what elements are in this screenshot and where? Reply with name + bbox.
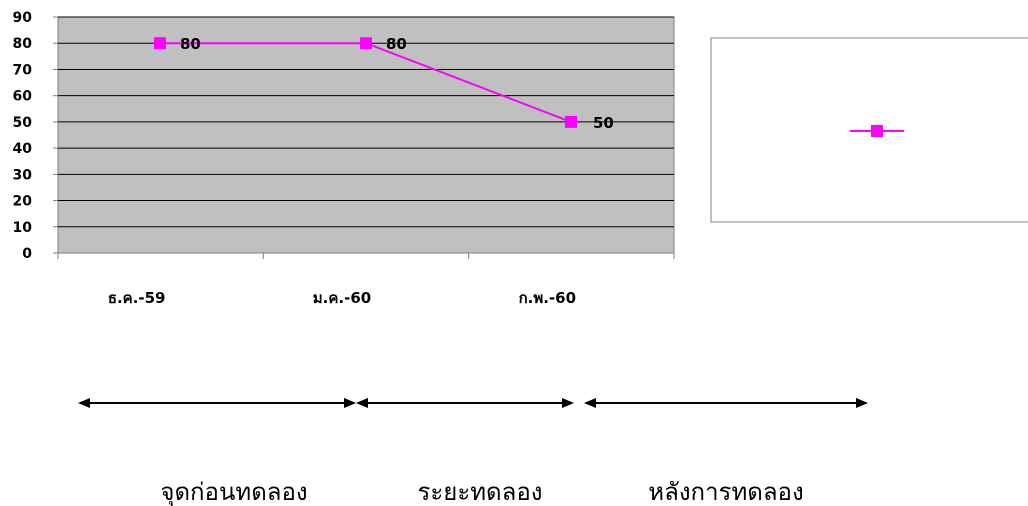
- y-tick-label: 40: [13, 141, 33, 157]
- y-tick-label: 80: [13, 36, 33, 52]
- y-tick-label: 90: [13, 10, 33, 26]
- data-labels: 80 80 50: [180, 35, 614, 132]
- phase-label-pre: จุดก่อนทดลอง: [160, 478, 307, 506]
- x-tick-label: ม.ค.-60: [313, 289, 371, 307]
- phase-label-during: ระยะทดลอง: [418, 478, 543, 506]
- plot-area: [57, 16, 675, 254]
- y-tick-label: 30: [13, 167, 33, 183]
- data-point: [360, 37, 372, 50]
- y-tick-label: 70: [13, 62, 33, 78]
- x-tick-label: ก.พ.-60: [519, 289, 576, 307]
- legend-square-marker: [871, 125, 883, 137]
- x-tick-labels: ธ.ค.-59 ม.ค.-60 ก.พ.-60: [57, 253, 675, 307]
- data-point: [154, 37, 166, 50]
- y-tick-labels: 0 10 20 30 40 50 60 70 80 90: [13, 10, 33, 262]
- data-label: 80: [386, 35, 407, 53]
- y-tick-label: 50: [13, 115, 33, 131]
- y-tick-label: 20: [13, 194, 33, 210]
- legend: [710, 37, 1028, 223]
- data-point: [565, 115, 577, 128]
- phase-labels: จุดก่อนทดลอง ระยะทดลอง หลังการทดลอง: [160, 478, 803, 506]
- data-points: [154, 37, 577, 128]
- y-tick-label: 10: [13, 220, 33, 236]
- data-label: 50: [593, 114, 614, 132]
- phase-label-post: หลังการทดลอง: [648, 478, 803, 506]
- y-tick-label: 60: [13, 89, 33, 105]
- y-tick-label: 0: [22, 246, 32, 262]
- x-tick-label: ธ.ค.-59: [108, 289, 166, 307]
- data-label: 80: [180, 35, 201, 53]
